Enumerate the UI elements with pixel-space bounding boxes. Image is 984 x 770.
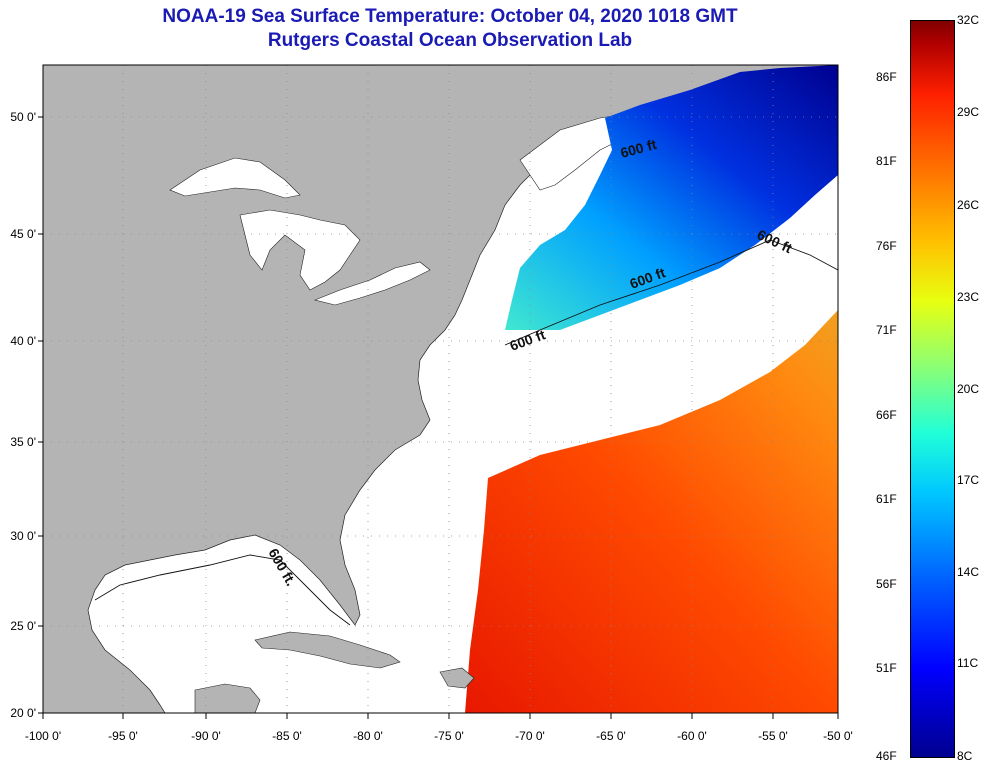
temperature-colorbar <box>910 20 955 758</box>
sst-warm-swath <box>465 310 838 713</box>
fahrenheit-label: 76F <box>876 239 897 253</box>
longitude-tick-label: -95 0' <box>108 729 138 743</box>
fahrenheit-label: 46F <box>876 749 897 763</box>
yucatan <box>194 683 261 713</box>
cuba <box>254 631 401 669</box>
lake-superior <box>169 157 301 199</box>
fahrenheit-label: 56F <box>876 577 897 591</box>
longitude-tick-label: -55 0' <box>758 729 788 743</box>
celsius-label: 8C <box>957 749 973 763</box>
fahrenheit-label: 81F <box>876 154 897 168</box>
longitude-tick-label: -100 0' <box>25 729 61 743</box>
map-subtitle: Rutgers Coastal Ocean Observation Lab <box>267 30 633 51</box>
latitude-tick-label: 40 0' <box>10 334 36 348</box>
latitude-axis: 50 0' 45 0' 40 0' 35 0' 30 0' 25 0' 20 0' <box>10 110 43 720</box>
longitude-tick-label: -70 0' <box>515 729 545 743</box>
celsius-label: 32C <box>957 13 980 27</box>
longitude-tick-label: -60 0' <box>677 729 707 743</box>
latitude-tick-label: 50 0' <box>10 110 36 124</box>
lake-erie-ontario <box>314 261 431 306</box>
latitude-tick-label: 20 0' <box>10 706 36 720</box>
latitude-tick-label: 25 0' <box>10 619 36 633</box>
hispaniola <box>439 667 475 689</box>
fahrenheit-label: 51F <box>876 661 897 675</box>
sst-map: 600 ft 600 ft 600 ft 600 ft 600 ft. -100… <box>10 64 853 743</box>
celsius-label: 11C <box>957 656 979 670</box>
longitude-tick-label: -90 0' <box>191 729 221 743</box>
celsius-label: 17C <box>957 473 980 487</box>
celsius-label: 23C <box>957 290 980 304</box>
longitude-tick-label: -50 0' <box>823 729 853 743</box>
longitude-tick-label: -65 0' <box>596 729 626 743</box>
fahrenheit-label: 71F <box>876 323 897 337</box>
latitude-tick-label: 30 0' <box>10 529 36 543</box>
longitude-axis: -100 0' -95 0' -90 0' -85 0' -80 0' -75 0' -70… <box>25 713 853 743</box>
celsius-label: 29C <box>957 105 980 119</box>
fahrenheit-label: 66F <box>876 408 897 422</box>
latitude-tick-label: 45 0' <box>10 227 36 241</box>
sst-cold-swath <box>505 65 838 330</box>
longitude-tick-label: -85 0' <box>272 729 302 743</box>
celsius-label: 20C <box>957 382 980 396</box>
fahrenheit-label: 61F <box>876 492 897 506</box>
longitude-tick-label: -80 0' <box>353 729 383 743</box>
fahrenheit-label: 86F <box>876 70 897 84</box>
latitude-tick-label: 35 0' <box>10 435 36 449</box>
celsius-label: 14C <box>957 565 980 579</box>
lake-michigan-huron <box>239 209 361 291</box>
depth-contour <box>94 239 838 626</box>
map-title: NOAA-19 Sea Surface Temperature: October… <box>162 6 738 27</box>
longitude-tick-label: -75 0' <box>434 729 464 743</box>
celsius-label: 26C <box>957 198 980 212</box>
